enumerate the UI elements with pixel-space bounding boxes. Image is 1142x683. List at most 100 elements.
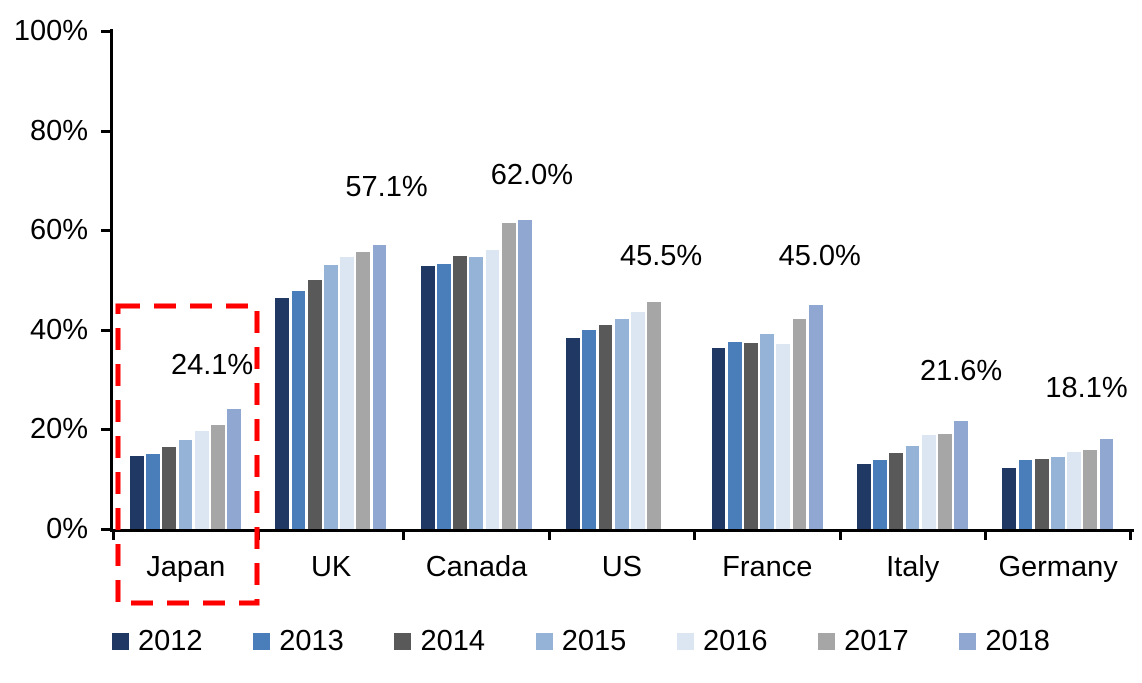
bar-uk-2017	[356, 251, 371, 529]
bar-germany-2014	[1034, 458, 1049, 529]
bar-france-2012	[711, 347, 726, 529]
x-axis-category-label: Japan	[146, 551, 226, 583]
bar-canada-2013	[437, 263, 451, 529]
bar-france-2013	[727, 342, 742, 529]
y-axis-tick	[101, 30, 111, 33]
x-axis-category-label: Canada	[425, 551, 528, 583]
value-label-germany: 18.1%	[1045, 371, 1128, 404]
bar-uk-2015	[324, 264, 338, 529]
x-axis-tick	[1129, 529, 1133, 540]
x-axis-category-label: US	[601, 551, 643, 583]
y-axis-tick	[101, 428, 111, 432]
x-axis-category-label: Germany	[998, 551, 1118, 583]
legend-item-2015: 2015	[535, 625, 627, 657]
legend-swatch-icon	[253, 632, 271, 650]
legend-item-2013: 2013	[253, 625, 344, 657]
bar-uk-2018	[372, 244, 387, 529]
x-axis-tick	[402, 529, 406, 540]
x-axis-tick	[547, 529, 551, 540]
bar-canada-2016	[485, 250, 500, 529]
bar-canada-2018	[518, 220, 532, 529]
y-axis-tick	[101, 528, 111, 531]
x-axis-category-label: Italy	[886, 551, 940, 583]
x-axis-category-label: UK	[310, 551, 352, 583]
bar-us-2014	[598, 325, 613, 529]
bar-germany-2013	[1018, 459, 1033, 529]
bar-italy-2015	[905, 445, 920, 529]
legend-item-2017: 2017	[818, 625, 909, 657]
y-axis-tick	[101, 328, 111, 332]
x-axis-category-label: France	[722, 551, 813, 583]
value-label-uk: 57.1%	[345, 170, 428, 203]
bar-japan-2013	[146, 454, 160, 529]
legend-swatch-icon	[676, 632, 694, 650]
legend-swatch-icon	[394, 632, 412, 650]
y-axis-tick-label: 40%	[29, 313, 88, 346]
value-label-italy: 21.6%	[919, 355, 1003, 388]
bar-uk-2013	[291, 291, 306, 529]
legend: 2012 2013 2014 2015 2016 2017 2018	[112, 623, 1050, 659]
legend-label: 2015	[561, 625, 627, 657]
legend-label: 2012	[138, 625, 203, 657]
bar-japan-2012	[130, 455, 144, 529]
bar-canada-2012	[420, 265, 435, 529]
y-axis-tick	[101, 229, 111, 233]
bar-italy-2013	[873, 459, 887, 529]
bar-uk-2012	[275, 298, 290, 529]
x-axis-tick	[693, 529, 697, 540]
x-axis-tick	[983, 529, 987, 540]
legend-swatch-icon	[818, 632, 836, 650]
legend-item-2014: 2014	[394, 625, 485, 657]
bar-germany-2015	[1051, 456, 1065, 529]
bar-japan-2014	[162, 446, 177, 529]
legend-swatch-icon	[535, 632, 553, 650]
bar-canada-2015	[469, 257, 484, 529]
legend-swatch-icon	[959, 632, 977, 650]
bar-italy-2016	[921, 434, 936, 529]
bar-italy-2017	[938, 433, 952, 529]
y-axis-tick-label: 100%	[13, 15, 88, 47]
bar-us-2017	[647, 302, 661, 529]
bar-france-2014	[744, 342, 758, 529]
bar-us-2013	[582, 329, 597, 529]
y-axis-tick-label: 60%	[29, 214, 88, 247]
x-axis-tick	[111, 529, 115, 540]
bar-japan-2015	[178, 439, 193, 529]
bar-germany-2016	[1067, 452, 1081, 529]
bar-uk-2014	[307, 280, 322, 529]
bar-germany-2018	[1099, 438, 1114, 529]
bar-italy-2012	[857, 464, 871, 529]
legend-item-2016: 2016	[676, 625, 768, 657]
bar-germany-2017	[1083, 450, 1098, 529]
bar-germany-2012	[1002, 467, 1017, 529]
value-label-france: 45.0%	[778, 239, 861, 272]
bar-france-2016	[776, 343, 791, 529]
y-axis-tick-label: 0%	[46, 513, 88, 545]
bar-canada-2017	[501, 223, 516, 529]
bar-japan-2018	[227, 408, 241, 529]
legend-label: 2013	[279, 625, 344, 657]
bar-canada-2014	[453, 256, 467, 529]
legend-label: 2016	[702, 625, 768, 657]
bar-japan-2017	[211, 424, 225, 529]
legend-label: 2018	[985, 625, 1050, 657]
y-axis-tick-label: 20%	[29, 413, 88, 446]
legend-label: 2014	[420, 625, 485, 657]
bar-us-2012	[566, 338, 580, 529]
legend-item-2012: 2012	[112, 625, 203, 657]
bar-france-2015	[760, 334, 774, 529]
x-axis-tick	[838, 529, 842, 540]
y-axis-tick-label: 80%	[29, 114, 88, 147]
legend-item-2018: 2018	[959, 625, 1050, 657]
x-axis	[110, 529, 1134, 532]
value-label-canada: 62.0%	[490, 159, 573, 192]
y-axis	[110, 29, 113, 532]
bar-italy-2018	[954, 421, 968, 529]
legend-swatch-icon	[112, 632, 129, 650]
bar-us-2015	[614, 319, 629, 529]
value-label-japan: 24.1%	[170, 348, 254, 381]
bar-france-2017	[792, 319, 807, 529]
x-axis-tick	[256, 529, 260, 540]
value-label-us: 45.5%	[619, 240, 703, 273]
